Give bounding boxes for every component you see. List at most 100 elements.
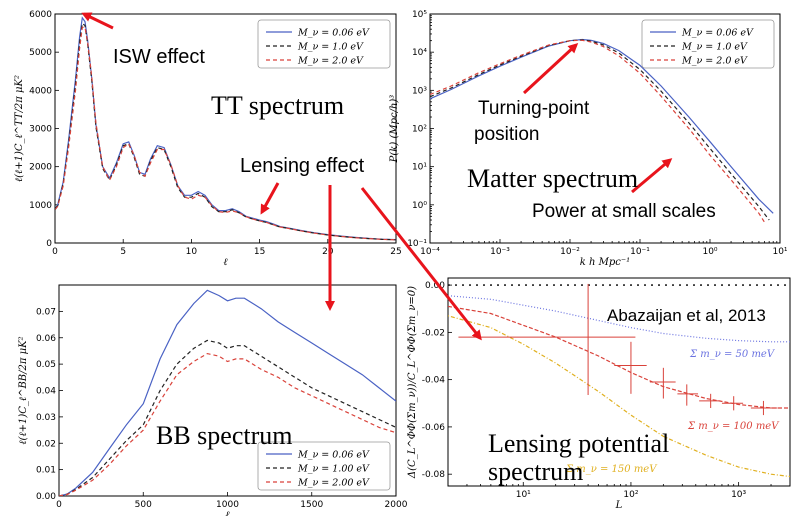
matter-series-group (430, 38, 774, 223)
bb-ytick-label: 0.04 (36, 387, 56, 397)
tt-legend-label-2: M_ν = 2.0 eV (297, 56, 364, 67)
bb-xtick-label: 1000 (216, 500, 239, 510)
lensing-xlabel: L (615, 500, 623, 511)
matter-xtick-label: 10⁰ (702, 247, 717, 257)
matter-ytick-label: 10⁴ (412, 48, 427, 58)
lensing-curve-label-0: Σ m_ν = 50 meV (689, 349, 776, 360)
lensing-xtick-label: 10¹ (516, 490, 531, 500)
lensing-curve-label-1: Σ m_ν = 100 meV (687, 421, 780, 432)
bb-ytick-label: 0.03 (36, 413, 56, 423)
tt-xtick-label: 15 (254, 247, 265, 257)
bb-ytick-label: 0.05 (36, 360, 56, 370)
chart-panels: 0 5 10 15 20 250100020003000400050006000ℓℓ(ℓ+… (14, 10, 791, 516)
tt-xtick-label: 25 (390, 247, 401, 257)
isw-arrow (81, 12, 114, 30)
lensing-ytick-label: -0.08 (422, 470, 446, 480)
lensing-curve-label-2: Σ m_ν = 150 meV (565, 464, 658, 475)
tt-series-line-2 (55, 26, 396, 241)
bb-xtick-label: 500 (135, 500, 152, 510)
tt-ytick-label: 4000 (29, 86, 52, 96)
matter-ytick-label: 10¹ (412, 163, 427, 173)
matter-ytick-label: 10³ (412, 86, 427, 96)
bb-legend-label-0: M_ν = 0.06 eV (297, 450, 370, 461)
tt-legend-label-0: M_ν = 0.06 eV (297, 28, 370, 39)
matter-xtick-label: 10⁻² (560, 247, 580, 257)
tt-xlabel: ℓ (223, 257, 227, 268)
matter-legend-label-2: M_ν = 2.0 eV (681, 56, 748, 67)
small-scales-label: Power at small scales (532, 201, 716, 222)
tt-ylabel: ℓ(ℓ+1)C_ℓ^TT/2π μK² (14, 75, 25, 182)
matter-title: Matter spectrum (467, 164, 638, 193)
matter-xtick-label: 10⁻³ (490, 247, 510, 257)
matter-xtick-label: 10⁻¹ (630, 247, 650, 257)
tt-xtick-label: 20 (322, 247, 334, 257)
turning-point-arrow (522, 42, 579, 95)
lensing-potential-arrow (360, 187, 482, 341)
lensing-series-group (448, 283, 790, 478)
lensing-tt-arrow (260, 182, 280, 215)
annotation-layer: ISW effect TT spectrum Lensing effect Tu… (81, 12, 716, 486)
matter-ytick-label: 10⁻¹ (407, 239, 427, 249)
bb-ytick-label: 0.07 (36, 307, 56, 317)
small-scales-arrow (631, 158, 673, 194)
tt-ytick-label: 5000 (29, 48, 52, 58)
lensing-ylabel: Δ(C_L^ΦΦ(Σm_ν))/C_L^ΦΦ(Σm_ν=0) (407, 286, 418, 479)
matter-series-line-2 (430, 39, 766, 223)
bb-ytick-label: 0.02 (36, 439, 56, 449)
tt-legend-label-1: M_ν = 1.0 eV (297, 42, 364, 53)
bb-xtick-label: 0 (56, 500, 62, 510)
citation-label: Abazaijan et al, 2013 (607, 306, 766, 325)
tt-ytick-label: 3000 (29, 125, 52, 135)
matter-series-line-0 (430, 38, 774, 214)
matter-ytick-label: 10² (412, 125, 427, 135)
chart-lensing: 10¹ 10² 10³ 0.00 -0.02 -0.04 -0.06 -0.08 L Δ(C_L^… (407, 277, 791, 511)
tt-title: TT spectrum (211, 91, 344, 120)
lensing-frame (447, 277, 791, 487)
tt-ytick-label: 6000 (29, 10, 52, 20)
tt-legend: M_ν = 0.06 eV M_ν = 1.0 eV M_ν = 2.0 eV (257, 19, 391, 69)
chart-matter: 10⁻⁴ 10⁻³ 10⁻² 10⁻¹ 10⁰ 10¹ 10⁻¹ 10⁰ 10¹ 10² 10³ 10… (389, 10, 788, 268)
matter-ylabel: P(k) (Mpc/h)³ (389, 95, 400, 164)
bb-xlabel: ℓ (225, 510, 229, 516)
bb-ylabel: ℓ(ℓ+1)C_ℓ^BB/2π μK² (18, 336, 29, 444)
matter-legend: M_ν = 0.06 eV M_ν = 1.0 eV M_ν = 2.0 eV (641, 19, 775, 69)
bb-ytick-label: 0.00 (36, 492, 56, 502)
lensing-effect-label: Lensing effect (240, 155, 365, 177)
lensing-xtick-label: 10² (623, 490, 638, 500)
matter-legend-label-1: M_ν = 1.0 eV (681, 42, 748, 53)
lensing-title-2: spectrum (488, 457, 583, 486)
matter-xtick-label: 10¹ (772, 247, 787, 257)
lensing-ytick-label: 0.00 (425, 281, 445, 291)
lensing-xtick-label: 10³ (731, 490, 746, 500)
bb-series-line-0 (59, 289, 396, 496)
lensing-ytick-label: -0.04 (422, 376, 446, 386)
matter-ytick-label: 10⁵ (412, 10, 427, 20)
bb-ytick-label: 0.06 (36, 334, 56, 344)
matter-series-line-1 (430, 39, 770, 221)
bb-series-line-1 (59, 339, 396, 496)
tt-ytick-label: 0 (46, 239, 52, 249)
tt-ytick-label: 1000 (29, 201, 52, 211)
lensing-series-line-2 (448, 315, 790, 478)
tt-xtick-label: 0 (52, 247, 58, 257)
turning-point-label-1: Turning-point (478, 98, 590, 119)
lensing-title-1: Lensing potential (488, 429, 669, 458)
matter-xtick-label: 10⁻⁴ (420, 247, 440, 257)
tt-xtick-label: 10 (186, 247, 198, 257)
matter-legend-label-0: M_ν = 0.06 eV (681, 28, 754, 39)
lensing-ytick-label: -0.02 (422, 328, 445, 338)
bb-title: BB spectrum (156, 421, 293, 450)
bb-ytick-label: 0.01 (36, 466, 56, 476)
bb-legend-label-1: M_ν = 1.00 eV (297, 464, 370, 475)
bb-legend: M_ν = 0.06 eV M_ν = 1.00 eV M_ν = 2.00 eV (257, 441, 391, 491)
turning-point-label-2: position (474, 124, 540, 145)
bb-series-group (59, 289, 396, 496)
bb-xtick-label: 1500 (300, 500, 323, 510)
chart-tt: 0 5 10 15 20 25 0 1000 2000 3000 4000 5000 6000 ℓ ℓ(ℓ+… (14, 10, 402, 268)
tt-series-group (55, 16, 396, 241)
matter-xlabel: k h Mpc⁻¹ (580, 257, 630, 268)
isw-label: ISW effect (113, 46, 205, 68)
lensing-ytick-label: -0.06 (422, 423, 446, 433)
bb-series-line-2 (59, 352, 396, 496)
